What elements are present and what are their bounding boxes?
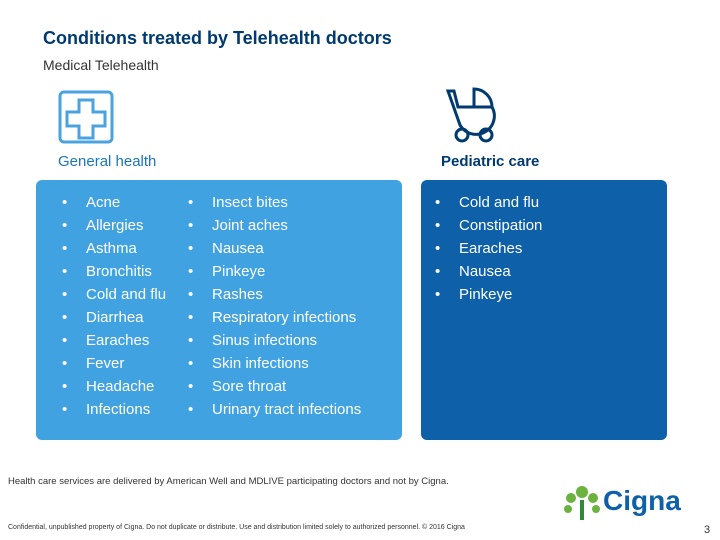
logo-tree: [564, 486, 600, 520]
list-item: Skin infections: [188, 352, 361, 375]
list-item: Allergies: [62, 214, 166, 237]
list-item: Infections: [62, 398, 166, 421]
list-item: Bronchitis: [62, 260, 166, 283]
logo: Cigna: [603, 485, 681, 516]
list: Insect bitesJoint achesNauseaPinkeyeRash…: [188, 191, 361, 421]
page-number: 3: [704, 524, 711, 536]
footnote: Health care services are delivered by Am…: [8, 476, 449, 487]
list-item: Asthma: [62, 237, 166, 260]
list-item: Pinkeye: [188, 260, 361, 283]
list-item: Acne: [62, 191, 166, 214]
general-title: General health: [58, 153, 157, 170]
list-item: Fever: [62, 352, 166, 375]
list-item: Earaches: [435, 237, 542, 260]
list-item: Respiratory infections: [188, 306, 361, 329]
list: AcneAllergiesAsthmaBronchitisCold and fl…: [62, 191, 166, 421]
list-item: Sinus infections: [188, 329, 361, 352]
list-item: Headache: [62, 375, 166, 398]
list-item: Rashes: [188, 283, 361, 306]
subtitle: Medical Telehealth: [43, 57, 159, 73]
list-item: Nausea: [435, 260, 542, 283]
stroller-icon: [445, 87, 496, 143]
list-item: Insect bites: [188, 191, 361, 214]
pediatric-title: Pediatric care: [441, 153, 540, 170]
list-item: Sore throat: [188, 375, 361, 398]
list-item: Urinary tract infections: [188, 398, 361, 421]
health-icon: [58, 90, 114, 144]
list-item: Nausea: [188, 237, 361, 260]
list-item: Constipation: [435, 214, 542, 237]
list-item: Joint aches: [188, 214, 361, 237]
list-item: Pinkeye: [435, 283, 542, 306]
list-item: Diarrhea: [62, 306, 166, 329]
list-item: Earaches: [62, 329, 166, 352]
title: Conditions treated by Telehealth doctors: [43, 28, 392, 48]
list-item: Cold and flu: [62, 283, 166, 306]
legal: Confidential, unpublished property of Ci…: [8, 524, 465, 531]
list: Cold and fluConstipationEarachesNauseaPi…: [435, 191, 542, 306]
list-item: Cold and flu: [435, 191, 542, 214]
